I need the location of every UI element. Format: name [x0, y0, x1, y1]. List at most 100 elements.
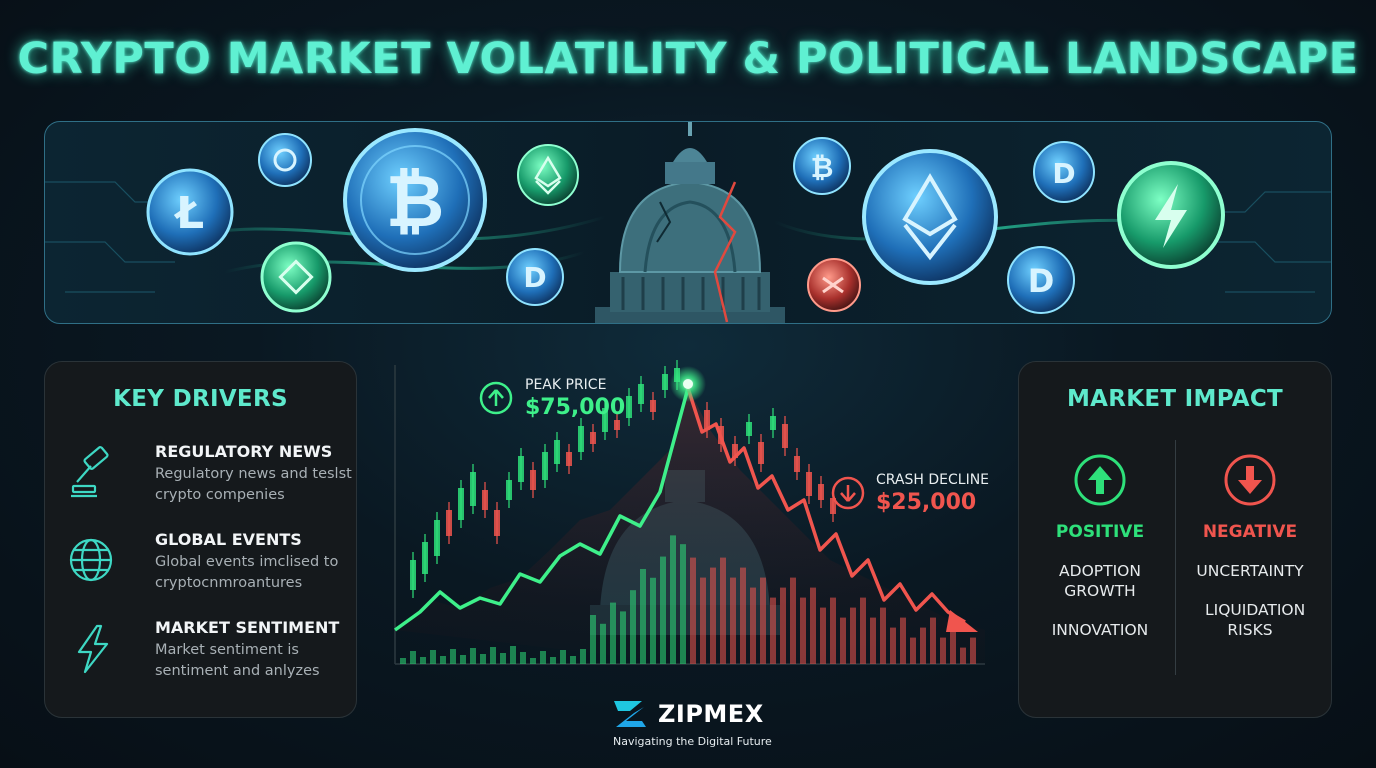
candle-body	[530, 470, 536, 490]
candle-body	[806, 472, 812, 496]
candle-body	[662, 374, 668, 390]
dash-coin-icon: D	[506, 248, 564, 306]
candlesticks	[410, 360, 836, 598]
volume-bar	[820, 607, 826, 664]
volume-bar	[450, 649, 456, 664]
litecoin-icon: Ł	[146, 168, 234, 256]
volume-bar	[560, 650, 566, 664]
candle-body	[482, 490, 488, 510]
volume-bar	[840, 617, 846, 664]
candle-body	[494, 510, 500, 536]
page-title: CRYPTO MARKET VOLATILITY & POLITICAL LAN…	[17, 34, 1359, 84]
volume-bar	[520, 652, 526, 664]
volume-bars	[400, 535, 976, 664]
svg-text:D: D	[1028, 262, 1055, 300]
volume-bar	[400, 658, 406, 664]
candle-body	[830, 498, 836, 514]
red-coin-icon	[807, 258, 861, 312]
candle-body	[506, 480, 512, 500]
candle-body	[626, 396, 632, 418]
negative-item: LIQUIDATION RISKS	[1205, 601, 1306, 639]
candle-body	[410, 560, 416, 590]
driver-description: Global events imclised to cryptocnmroant…	[155, 554, 339, 591]
driver-market-sentiment: MARKET SENTIMENT Market sentiment is sen…	[67, 618, 357, 688]
positive-up-arrow-icon	[1074, 454, 1126, 506]
candle-body	[422, 542, 428, 574]
volume-bar	[540, 651, 546, 664]
brand-name: ZIPMEX	[658, 700, 764, 728]
svg-text:₿: ₿	[811, 151, 834, 184]
volume-bar	[500, 653, 506, 664]
negative-item: UNCERTAINTY	[1196, 562, 1304, 580]
candle-body	[602, 408, 608, 432]
volume-bar	[490, 647, 496, 664]
volume-bar	[620, 611, 626, 664]
candle-body	[434, 520, 440, 556]
volume-bar	[690, 557, 696, 664]
volume-bar	[680, 544, 686, 664]
volume-bar	[630, 590, 636, 664]
candle-body	[782, 424, 788, 448]
volume-bar	[650, 577, 656, 664]
volume-bar	[770, 597, 776, 664]
key-drivers-panel: KEY DRIVERS REGULATORY NEWS Regulatory n…	[44, 361, 357, 718]
candle-body	[446, 510, 452, 536]
ethereum-coin-icon	[517, 144, 579, 206]
volume-bar	[480, 654, 486, 664]
peak-label: PEAK PRICE	[525, 377, 606, 393]
volume-bar	[800, 597, 806, 664]
brand-tagline: Navigating the Digital Future	[613, 735, 772, 748]
volume-bar	[900, 617, 906, 664]
lightning-coin-icon	[1117, 161, 1225, 269]
candle-body	[770, 416, 776, 430]
binance-coin-icon	[260, 241, 332, 313]
volume-bar	[830, 597, 836, 664]
volume-bar	[640, 568, 646, 664]
volume-bar	[410, 651, 416, 664]
volume-bar	[740, 567, 746, 664]
volume-bar	[910, 637, 916, 664]
candle-body	[566, 452, 572, 466]
market-impact-heading: MARKET IMPACT	[1066, 386, 1284, 412]
crash-label: CRASH DECLINE	[876, 472, 989, 488]
volume-bar	[920, 627, 926, 664]
candle-body	[590, 432, 596, 444]
crypto-banner: Ł ₿ D	[44, 121, 1332, 324]
volume-bar	[460, 655, 466, 664]
volume-bar	[970, 637, 976, 664]
falling-price-line	[686, 387, 966, 624]
negative-label: NEGATIVE	[1202, 522, 1298, 542]
volume-bar	[660, 556, 666, 664]
svg-text:₿: ₿	[386, 159, 445, 243]
volume-bar	[720, 557, 726, 664]
volume-bar	[470, 648, 476, 664]
candle-body	[554, 440, 560, 464]
dash-small-coin-icon: D	[1033, 141, 1095, 203]
lightning-icon	[77, 624, 109, 674]
volume-bar	[700, 577, 706, 664]
volume-bar	[880, 607, 886, 664]
volume-bar	[890, 627, 896, 664]
volume-bar	[850, 607, 856, 664]
candle-body	[818, 484, 824, 500]
svg-text:Ł: Ł	[174, 188, 204, 239]
volume-bar	[580, 649, 586, 664]
price-chart: PEAK PRICE $75,000 CRASH DECLINE $25,000	[393, 360, 989, 665]
candle-body	[732, 444, 738, 458]
volume-bar	[750, 587, 756, 664]
volume-bar	[940, 637, 946, 664]
volume-bar	[930, 617, 936, 664]
crash-decline-annotation: CRASH DECLINE $25,000	[831, 472, 989, 515]
ethereum-large-coin-icon	[862, 149, 998, 285]
capitol-building-icon	[595, 122, 785, 323]
negative-down-arrow-icon	[1224, 454, 1276, 506]
driver-global-events: GLOBAL EVENTS Global events imclised to …	[67, 530, 357, 600]
negative-impact-column: NEGATIVE UNCERTAINTY LIQUIDATION RISKS	[1175, 452, 1325, 640]
volume-bar	[960, 647, 966, 664]
volume-bar	[430, 650, 436, 664]
candle-body	[746, 422, 752, 436]
svg-text:D: D	[523, 261, 546, 294]
globe-icon	[69, 538, 113, 582]
volume-bar	[420, 657, 426, 664]
driver-regulatory-news: REGULATORY NEWS Regulatory news and tesl…	[67, 442, 357, 512]
